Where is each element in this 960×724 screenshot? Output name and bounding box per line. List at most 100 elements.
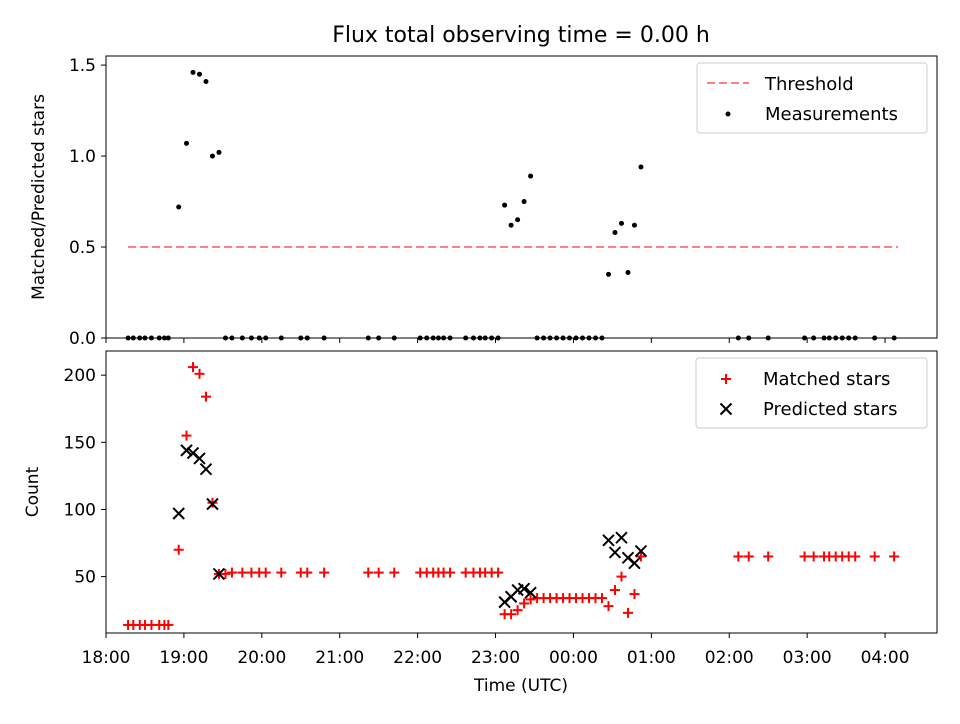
ratio-y-tick-label: 1.0 [69,147,96,167]
measurement-point [573,335,579,341]
matched-point [869,551,880,562]
matched-point [173,544,184,555]
matched-point [616,571,627,582]
measurement-point [833,335,839,341]
measurement-point [447,335,453,341]
measurement-point [216,149,222,155]
measurement-point [638,164,644,170]
predicted-point [199,462,213,476]
measurement-point [746,335,752,341]
count-panel: Count 50 100 150 200 18:00 19:00 20:00 21:00 22… [23,350,938,696]
x-tick-label: 19:00 [159,648,208,668]
measurement-point [165,335,171,341]
matched-legend-swatch [721,374,731,384]
count-legend: Matched stars Predicted stars [695,357,928,429]
measurement-point [631,222,637,228]
count-legend-box [695,357,928,429]
measurement-point [304,335,310,341]
x-axis-label: Time (UTC) [473,676,568,696]
measurement-point [209,153,215,159]
measurement-point [156,335,162,341]
count-y-tick-label: 150 [64,433,96,453]
matched-point [373,567,384,578]
measurement-point [891,335,897,341]
measurement-point [222,335,228,341]
matched-point [525,594,536,605]
measurement-point [256,335,262,341]
predicted-legend-marker [719,402,733,416]
measurement-point [765,335,771,341]
measurement-point [430,335,436,341]
matched-legend-marker [721,374,731,384]
measurement-point [560,335,566,341]
matched-point [743,551,754,562]
predicted-point [172,507,185,520]
matched-point [889,551,900,562]
measurement-point [826,335,832,341]
measurement-point [482,335,488,341]
measurement-point [161,335,167,341]
matched-point [181,430,192,441]
measurement-point [593,335,599,341]
measurement-point [424,335,430,341]
count-y-tick-label: 100 [64,500,96,520]
ratio-y-axis-label: Matched/Predicted stars [29,94,49,300]
measurement-point [125,335,131,341]
x-tick-label: 00:00 [549,648,598,668]
measurement-point [148,335,154,341]
measurement-point [618,220,624,226]
measurement-point [435,335,441,341]
measurement-point [802,335,808,341]
figure-title: Flux total observing time = 0.00 h [332,23,710,48]
measurement-point [263,335,269,341]
matched-legend-label: Matched stars [763,369,890,390]
matched-point [597,593,608,604]
measurement-legend-label: Measurements [765,104,898,125]
matched-point [506,609,517,620]
measurement-point [203,78,209,84]
measurement-series [125,69,897,341]
measurement-point [554,335,560,341]
measurement-point [229,335,235,341]
measurement-point [612,229,618,235]
measurement-point [599,335,605,341]
measurement-point [508,222,514,228]
x-tick-label: 22:00 [393,648,442,668]
x-tick-label: 04:00 [861,648,910,668]
matched-point [603,601,614,612]
predicted-point [524,586,537,599]
measurement-point [441,335,447,341]
threshold-legend-label: Threshold [764,74,854,95]
predicted-point [602,534,615,547]
matched-point [609,585,620,596]
predicted-point [193,452,206,465]
measurement-point [580,335,586,341]
matched-point [194,368,205,379]
matched-point [220,568,231,579]
x-tick-label: 02:00 [705,648,754,668]
measurement-point [184,140,190,146]
measurement-point [176,204,182,210]
ratio-legend: Threshold Measurements [696,62,928,134]
matched-point [276,567,287,578]
ratio-x-ticks [105,338,886,343]
count-y-tick-label: 200 [64,366,96,386]
matched-point [226,567,237,578]
count-plot-frame [105,350,938,634]
predicted-point [608,546,622,559]
ratio-y-tick-label: 0.0 [69,329,96,349]
measurement-point [477,335,483,341]
matched-point [187,362,198,373]
measurement-point [365,335,371,341]
measurement-point [417,335,423,341]
ratio-y-tick-label: 0.5 [69,238,96,258]
ratio-legend-box [696,62,928,134]
measurement-point [470,335,476,341]
x-tick-label: 01:00 [627,648,676,668]
measurement-point [515,217,521,223]
matched-point [200,391,211,402]
matched-point [622,607,633,618]
measurement-point [541,335,547,341]
measurement-legend-swatch [725,111,731,117]
matched-point [635,551,646,562]
